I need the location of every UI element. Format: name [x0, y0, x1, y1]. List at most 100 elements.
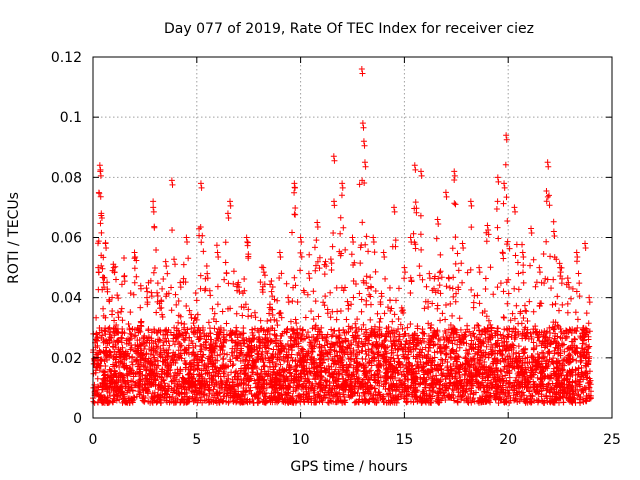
data-point: [203, 263, 210, 270]
data-point: [520, 346, 527, 353]
data-point: [512, 395, 519, 402]
data-point: [387, 297, 394, 304]
data-point: [455, 267, 462, 274]
data-point: [245, 313, 252, 320]
data-point: [436, 282, 443, 289]
data-point: [449, 285, 456, 292]
data-point: [552, 370, 559, 377]
data-point: [143, 285, 150, 292]
data-point: [327, 314, 334, 321]
data-point: [180, 261, 187, 268]
data-point: [437, 344, 444, 351]
data-point: [313, 380, 320, 387]
data-point: [241, 275, 248, 282]
data-point: [527, 330, 534, 337]
data-point: [128, 342, 135, 349]
data-point: [450, 274, 457, 281]
data-point: [564, 309, 571, 316]
data-point: [210, 359, 217, 366]
data-point: [550, 276, 557, 283]
data-point: [115, 295, 122, 302]
data-point: [461, 376, 468, 383]
data-point: [276, 274, 283, 281]
data-point: [210, 315, 217, 322]
data-point: [224, 351, 231, 358]
data-point: [554, 377, 561, 384]
data-point: [377, 315, 384, 322]
data-point: [118, 308, 125, 315]
data-point: [118, 281, 125, 288]
data-point: [230, 268, 237, 275]
data-point: [515, 328, 522, 335]
data-point: [546, 388, 553, 395]
data-point: [586, 328, 593, 335]
data-point: [551, 335, 558, 342]
data-point: [329, 332, 336, 339]
data-point: [260, 359, 267, 366]
data-point: [149, 362, 156, 369]
data-point: [333, 284, 340, 291]
data-point: [285, 355, 292, 362]
data-point: [340, 287, 347, 294]
data-point: [504, 241, 511, 248]
data-point: [500, 200, 507, 207]
data-point: [185, 350, 192, 357]
data-point: [312, 298, 319, 305]
data-point: [498, 368, 505, 375]
data-point: [468, 286, 475, 293]
data-point: [160, 275, 167, 282]
data-point: [448, 354, 455, 361]
data-point: [97, 220, 104, 227]
data-point: [168, 284, 175, 291]
data-point: [416, 263, 423, 270]
data-point: [318, 324, 325, 331]
data-point: [401, 275, 408, 282]
data-point: [197, 272, 204, 279]
data-point: [246, 376, 253, 383]
data-point: [222, 239, 229, 246]
data-point: [137, 341, 144, 348]
data-point: [172, 291, 179, 298]
data-point: [407, 289, 414, 296]
data-point: [253, 343, 260, 350]
data-point: [502, 161, 509, 168]
data-point: [482, 275, 489, 282]
data-point: [333, 316, 340, 323]
data-point: [410, 230, 417, 237]
data-point: [297, 267, 304, 274]
data-point: [502, 398, 509, 405]
data-point: [493, 367, 500, 374]
data-point: [478, 331, 485, 338]
data-point: [213, 389, 220, 396]
data-point: [131, 265, 138, 272]
data-point: [405, 376, 412, 383]
data-point: [568, 338, 575, 345]
data-point: [175, 319, 182, 326]
data-point: [439, 310, 446, 317]
data-point: [197, 224, 204, 231]
data-point: [395, 355, 402, 362]
data-point: [330, 198, 337, 205]
data-point: [530, 339, 537, 346]
data-point: [198, 239, 205, 246]
data-point: [391, 311, 398, 318]
data-point: [172, 261, 179, 268]
data-point: [515, 343, 522, 350]
data-point: [574, 316, 581, 323]
data-point: [119, 317, 126, 324]
data-point: [449, 245, 456, 252]
data-point: [175, 347, 182, 354]
data-point: [572, 309, 579, 316]
data-point: [228, 349, 235, 356]
data-point: [521, 302, 528, 309]
data-point: [132, 332, 139, 339]
data-point: [454, 341, 461, 348]
data-point: [337, 230, 344, 237]
data-point: [513, 302, 520, 309]
data-point: [548, 285, 555, 292]
data-point: [261, 281, 268, 288]
data-point: [219, 356, 226, 363]
data-point: [413, 209, 420, 216]
data-point: [190, 320, 197, 327]
data-point: [438, 349, 445, 356]
